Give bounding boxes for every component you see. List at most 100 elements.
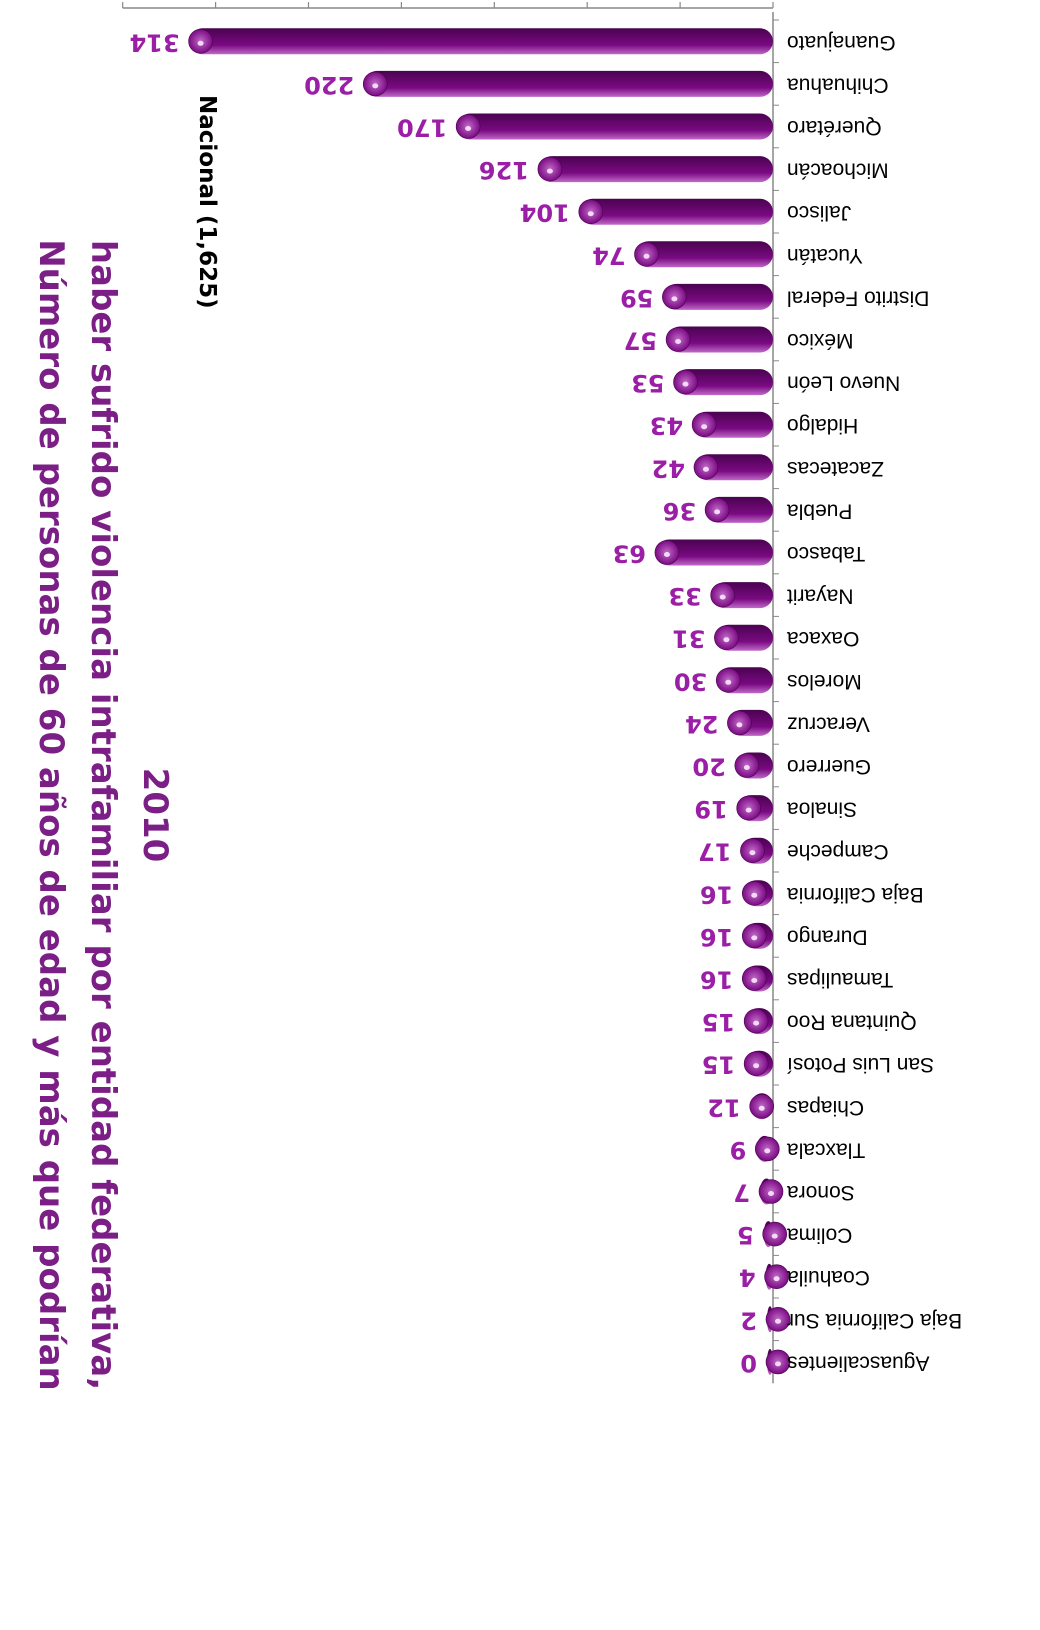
data-label: 20 [692, 753, 725, 781]
category-label: Oaxaca [787, 627, 860, 650]
bar [663, 283, 773, 310]
category-label: Querétaro [787, 116, 882, 139]
bar-highlight [767, 1191, 774, 1196]
bar-highlight [773, 1276, 780, 1282]
bar [364, 70, 773, 97]
bar-highlight [749, 850, 756, 856]
bar [579, 198, 773, 225]
category-label: Baja California [787, 883, 924, 906]
bar-highlight [714, 509, 721, 515]
category-label: Guanajuato [787, 31, 896, 54]
bar-highlight [745, 807, 752, 813]
data-label: 15 [702, 1008, 735, 1036]
data-label: 57 [624, 327, 657, 355]
bar-highlight [546, 168, 553, 174]
data-label: 2 [740, 1306, 757, 1334]
bar-highlight [372, 83, 379, 89]
data-label: 170 [397, 114, 447, 142]
category-label: Michoacán [787, 159, 889, 182]
data-label: 7 [733, 1179, 750, 1207]
data-label: 42 [652, 454, 685, 482]
bar-highlight [758, 1105, 765, 1111]
bar-highlight [753, 1063, 760, 1069]
bar-highlight [736, 722, 743, 728]
category-label: Tamaulipas [787, 968, 893, 991]
bar-highlight [751, 892, 758, 898]
data-label: 74 [592, 241, 625, 269]
chart-title-line: Número de personas de 60 años de edad y … [31, 239, 71, 1391]
bar-highlight [771, 1233, 778, 1239]
data-label: 12 [707, 1093, 740, 1121]
category-label: Coahuila [787, 1266, 870, 1289]
data-label: 24 [685, 710, 718, 738]
data-label: 59 [620, 284, 653, 312]
category-label: Morelos [787, 670, 862, 693]
category-label: Tlaxcala [787, 1138, 866, 1161]
bar-highlight [725, 679, 732, 685]
category-label: Jalisco [787, 201, 851, 224]
bar-highlight [764, 1148, 771, 1154]
category-label: Sonora [787, 1181, 855, 1204]
bar-highlight [719, 594, 726, 600]
category-label: Guerrero [787, 755, 871, 778]
category-label: Aguascalientes [787, 1351, 929, 1374]
category-label: Tabasco [787, 542, 865, 565]
category-label: Hidalgo [787, 414, 858, 437]
bar [189, 28, 773, 55]
data-label: 16 [700, 880, 733, 908]
data-label: 16 [700, 923, 733, 951]
data-label: 15 [702, 1051, 735, 1079]
bar [635, 241, 773, 268]
category-label: Distrito Federal [787, 286, 929, 309]
chart-title-line: 2010 [135, 768, 175, 863]
bar [655, 539, 773, 566]
bar [667, 326, 773, 353]
bar-highlight [775, 1361, 781, 1367]
category-label: Yucatán [787, 244, 863, 267]
bar-highlight [682, 381, 689, 387]
data-label: 9 [730, 1136, 747, 1164]
bar [538, 156, 773, 183]
data-label: 4 [739, 1264, 756, 1292]
data-label: 33 [668, 582, 701, 610]
plot-area: 050100150200250300350Guanajuato314Chihua… [122, 2, 962, 1384]
chart-title-line: haber sufrido violencia intrafamiliar po… [83, 240, 123, 1390]
data-label: 126 [479, 156, 529, 184]
category-label: Sinaloa [787, 798, 857, 821]
category-label: Chihuahua [787, 73, 889, 96]
chart-title: Número de personas de 60 años de edad y … [31, 239, 175, 1391]
bar-highlight [775, 1318, 781, 1324]
data-label: 19 [694, 795, 727, 823]
bar-highlight [702, 466, 709, 472]
category-label: Puebla [787, 499, 853, 522]
data-label: 0 [740, 1349, 757, 1377]
category-label: Zacatecas [787, 457, 884, 480]
bar-highlight [675, 339, 682, 344]
category-label: Campeche [787, 840, 889, 863]
bar [674, 369, 773, 396]
bar-highlight [197, 40, 204, 46]
bar-highlight [663, 552, 670, 557]
rotated-chart-group: 050100150200250300350Guanajuato314Chihua… [31, 2, 962, 1391]
bar-highlight [465, 126, 472, 131]
data-label: 53 [631, 369, 664, 397]
category-label: Veracruz [787, 712, 870, 735]
category-label: México [787, 329, 854, 352]
bar-highlight [751, 978, 758, 983]
data-label: 17 [698, 838, 731, 866]
data-label: 31 [672, 625, 705, 653]
data-label: 220 [304, 71, 354, 99]
category-label: Baja California Sur [787, 1309, 962, 1332]
category-label: Chiapas [787, 1096, 864, 1119]
bar-highlight [587, 211, 594, 217]
data-label: 5 [737, 1221, 754, 1249]
bar-highlight [643, 253, 650, 259]
bar-highlight [751, 935, 758, 941]
data-label: 104 [520, 199, 570, 227]
data-label: 63 [613, 540, 646, 568]
category-label: Nayarit [787, 585, 854, 608]
data-label: 314 [129, 28, 179, 56]
category-label: Nuevo León [787, 372, 900, 395]
category-label: Durango [787, 925, 868, 948]
